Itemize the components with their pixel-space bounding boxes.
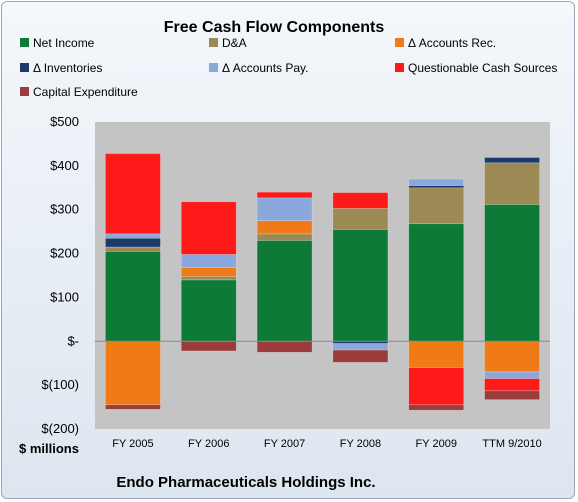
bar-accounts-pay-fy-2005 <box>105 233 161 239</box>
legend-label-net-income: Net Income <box>33 36 95 50</box>
legend-swatch-inventories <box>20 63 29 72</box>
bar-accounts-rec-ttm-9-2010 <box>484 340 540 373</box>
y-tick-label: $100 <box>50 289 79 304</box>
bar-d-a-fy-2007 <box>256 233 313 241</box>
legend-label-questionable-cash-sources: Questionable Cash Sources <box>408 61 557 75</box>
bar-d-a-fy-2006 <box>180 276 237 281</box>
bar-net-income-fy-2009 <box>408 223 465 342</box>
x-tick-label: FY 2006 <box>188 438 229 450</box>
bar-capital-expenditure-fy-2009 <box>408 404 465 411</box>
legend: Net Income D&A Δ Accounts Rec. Δ Inventorie… <box>20 36 557 99</box>
y-tick-label: $300 <box>50 202 79 217</box>
legend-label-capital-expenditure: Capital Expenditure <box>33 85 138 99</box>
chart-title: Free Cash Flow Components <box>164 19 385 36</box>
x-tick-label: FY 2008 <box>340 438 381 450</box>
bar-questionable-cash-sources-fy-2007 <box>256 191 313 199</box>
bar-d-a-fy-2008 <box>332 208 389 230</box>
x-tick-label: TTM 9/2010 <box>482 438 541 450</box>
legend-swatch-accounts-rec <box>395 38 404 47</box>
bar-accounts-rec-fy-2006 <box>180 267 237 277</box>
bar-d-a-ttm-9-2010 <box>484 162 540 205</box>
bar-accounts-rec-fy-2009 <box>408 340 465 368</box>
bar-accounts-rec-fy-2007 <box>256 220 313 235</box>
y-axis: $500 $400 $300 $200 $100 $- $(100) $(200) <box>41 114 79 436</box>
plot-area <box>95 122 550 429</box>
x-axis: FY 2005 FY 2006 FY 2007 FY 2008 FY 2009 TTM 9… <box>112 438 542 450</box>
bars <box>95 153 550 411</box>
bar-d-a-fy-2009 <box>408 187 465 225</box>
bar-net-income-ttm-9-2010 <box>484 204 540 342</box>
bar-accounts-pay-ttm-9-2010 <box>484 371 540 379</box>
bar-capital-expenditure-fy-2005 <box>105 404 161 410</box>
y-tick-label: $500 <box>50 114 79 129</box>
y-tick-label: $400 <box>50 158 79 173</box>
legend-swatch-net-income <box>20 38 29 47</box>
bar-accounts-pay-fy-2006 <box>180 254 237 268</box>
bar-questionable-cash-sources-ttm-9-2010 <box>484 378 540 392</box>
bar-questionable-cash-sources-fy-2009 <box>408 367 465 406</box>
bar-questionable-cash-sources-fy-2006 <box>180 201 237 255</box>
bar-inventories-ttm-9-2010 <box>484 157 540 164</box>
bar-accounts-pay-fy-2009 <box>408 178 465 186</box>
legend-label-d-a: D&A <box>222 36 247 50</box>
bar-questionable-cash-sources-fy-2008 <box>332 192 389 209</box>
chart-subtitle: Endo Pharmaceuticals Holdings Inc. <box>116 474 375 491</box>
bar-inventories-fy-2005 <box>105 237 161 248</box>
bar-net-income-fy-2006 <box>180 279 237 342</box>
x-tick-label: FY 2009 <box>416 438 457 450</box>
legend-swatch-accounts-pay <box>209 63 218 72</box>
bar-net-income-fy-2008 <box>332 229 389 342</box>
legend-label-accounts-pay: Δ Accounts Pay. <box>222 61 309 75</box>
x-tick-label: FY 2005 <box>112 438 153 450</box>
legend-swatch-d-a <box>209 38 218 47</box>
bar-net-income-fy-2007 <box>256 240 313 342</box>
legend-label-inventories: Δ Inventories <box>33 61 102 75</box>
bar-capital-expenditure-ttm-9-2010 <box>484 390 540 400</box>
y-axis-label: $ millions <box>19 441 79 456</box>
bar-questionable-cash-sources-fy-2005 <box>105 153 161 235</box>
y-tick-label: $- <box>67 333 79 348</box>
bar-accounts-pay-fy-2008 <box>332 343 389 351</box>
x-tick-label: FY 2007 <box>264 438 305 450</box>
legend-swatch-capital-expenditure <box>20 87 29 96</box>
bar-inventories-fy-2009 <box>408 185 465 189</box>
bar-capital-expenditure-fy-2008 <box>332 349 389 363</box>
bar-net-income-fy-2005 <box>105 251 161 342</box>
legend-label-accounts-rec: Δ Accounts Rec. <box>408 36 496 50</box>
y-tick-label: $(200) <box>41 421 79 436</box>
legend-swatch-questionable-cash-sources <box>395 63 404 72</box>
bar-accounts-pay-fy-2007 <box>256 197 313 221</box>
bar-d-a-fy-2005 <box>105 246 161 252</box>
bar-accounts-rec-fy-2005 <box>105 340 161 406</box>
bar-capital-expenditure-fy-2007 <box>256 340 313 353</box>
y-tick-label: $(100) <box>41 377 79 392</box>
y-tick-label: $200 <box>50 246 79 261</box>
bar-capital-expenditure-fy-2006 <box>180 340 237 352</box>
